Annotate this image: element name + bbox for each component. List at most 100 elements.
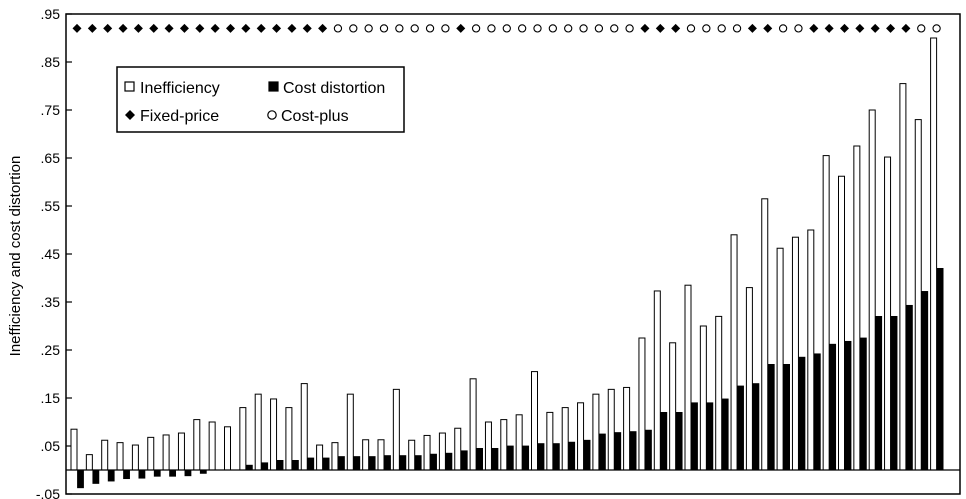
bar-cost-distortion (614, 432, 622, 471)
legend-diamond-icon (125, 110, 135, 120)
contract-marker-layer (72, 23, 941, 33)
bar-inefficiency (684, 284, 692, 471)
bar-inefficiency (592, 393, 600, 471)
bar-cost-distortion (107, 469, 115, 482)
y-tick-label: .15 (41, 390, 61, 406)
bar-inefficiency (193, 419, 201, 471)
bar-cost-distortion (338, 456, 345, 471)
legend-box (116, 66, 405, 133)
bar-cost-distortion (936, 267, 944, 471)
bar-inefficiency (454, 427, 462, 471)
bar-cost-distortion (660, 411, 668, 471)
bar-inefficiency (101, 439, 109, 471)
bar-inefficiency (131, 444, 139, 471)
bar-inefficiency (500, 419, 508, 471)
y-tick-label: .25 (41, 342, 61, 358)
bar-cost-distortion (859, 337, 867, 471)
fixed-price-marker (824, 23, 834, 33)
bar-cost-distortion (552, 443, 560, 471)
bar-cost-distortion (138, 469, 146, 479)
y-tick-label: -.05 (36, 486, 60, 499)
fixed-price-marker (133, 23, 143, 33)
bar-inefficiency (607, 388, 615, 471)
bar-inefficiency (868, 109, 876, 471)
bar-inefficiency (807, 229, 815, 471)
cost-plus-marker (518, 24, 527, 33)
bar-inefficiency (776, 247, 784, 471)
cost-plus-marker (548, 24, 557, 33)
fixed-price-marker (87, 23, 97, 33)
bar-cost-distortion (261, 462, 269, 471)
bar-cost-distortion (245, 464, 253, 471)
cost-plus-marker (594, 24, 604, 33)
fixed-price-marker (118, 23, 128, 33)
cost-plus-marker (917, 24, 926, 33)
bar-inefficiency (224, 426, 231, 471)
bar-cost-distortion (169, 469, 177, 477)
bar-inefficiency (577, 402, 585, 471)
bar-inefficiency (791, 236, 799, 471)
bar-cost-distortion (599, 433, 606, 471)
bar-inefficiency (270, 398, 278, 471)
cost-plus-marker (410, 24, 419, 33)
cost-plus-marker (333, 24, 343, 33)
bar-inefficiency (761, 198, 769, 471)
bar-inefficiency (884, 156, 892, 471)
fixed-price-marker (809, 23, 819, 33)
bar-cost-distortion (691, 402, 698, 471)
fixed-price-marker (226, 23, 235, 33)
fixed-price-marker (840, 23, 849, 33)
fixed-price-marker (763, 23, 773, 33)
bar-cost-distortion (906, 304, 913, 471)
bar-cost-distortion (737, 385, 744, 471)
bar-inefficiency (822, 155, 830, 471)
fixed-price-marker (241, 23, 251, 33)
cost-plus-marker (349, 24, 358, 33)
fixed-price-marker (671, 23, 681, 33)
bar-cost-distortion (875, 315, 883, 471)
plot-frame (65, 13, 961, 495)
bar-cost-distortion (767, 363, 775, 471)
fixed-price-marker (179, 23, 189, 33)
y-axis-title: Inefficiency and cost distortion (7, 156, 24, 357)
bar-inefficiency (116, 442, 124, 471)
bar-cost-distortion (291, 459, 299, 471)
bar-inefficiency (377, 439, 385, 471)
cost-plus-marker (487, 24, 496, 33)
bar-inefficiency (300, 383, 308, 471)
cost-plus-marker (564, 24, 573, 33)
bar-inefficiency (392, 388, 400, 471)
bar-cost-distortion (368, 456, 376, 471)
bar-cost-distortion (384, 455, 391, 471)
bar-cost-distortion (568, 441, 576, 471)
y-tick-label: .95 (41, 6, 61, 22)
bar-inefficiency (623, 386, 631, 471)
bar-inefficiency (638, 337, 646, 471)
bar-inefficiency (438, 432, 446, 471)
legend-open-square-icon (124, 81, 135, 92)
bar-cost-distortion (460, 450, 468, 471)
legend-label-fixed-price: Fixed-price (140, 108, 219, 125)
bar-cost-distortion (706, 402, 714, 471)
cost-plus-marker (778, 24, 788, 33)
legend: Inefficiency Cost distortion Fixed-price… (116, 66, 405, 133)
bar-cost-distortion (430, 453, 437, 471)
fixed-price-marker (149, 23, 159, 33)
cost-plus-marker (794, 24, 803, 33)
bar-inefficiency (653, 290, 661, 471)
fixed-price-marker (747, 23, 757, 33)
bar-inefficiency (930, 37, 938, 471)
fixed-price-marker (103, 23, 113, 33)
bar-inefficiency (699, 325, 707, 471)
bar-cost-distortion (537, 443, 545, 471)
bar-cost-distortion (92, 469, 100, 484)
bar-cost-distortion (123, 469, 130, 480)
bar-cost-distortion (829, 343, 837, 471)
legend-label-inefficiency: Inefficiency (140, 80, 220, 97)
bar-inefficiency (254, 393, 262, 471)
bar-inefficiency (561, 407, 569, 471)
bar-cost-distortion (506, 445, 514, 471)
bar-inefficiency (853, 145, 861, 471)
fixed-price-marker (210, 23, 220, 33)
